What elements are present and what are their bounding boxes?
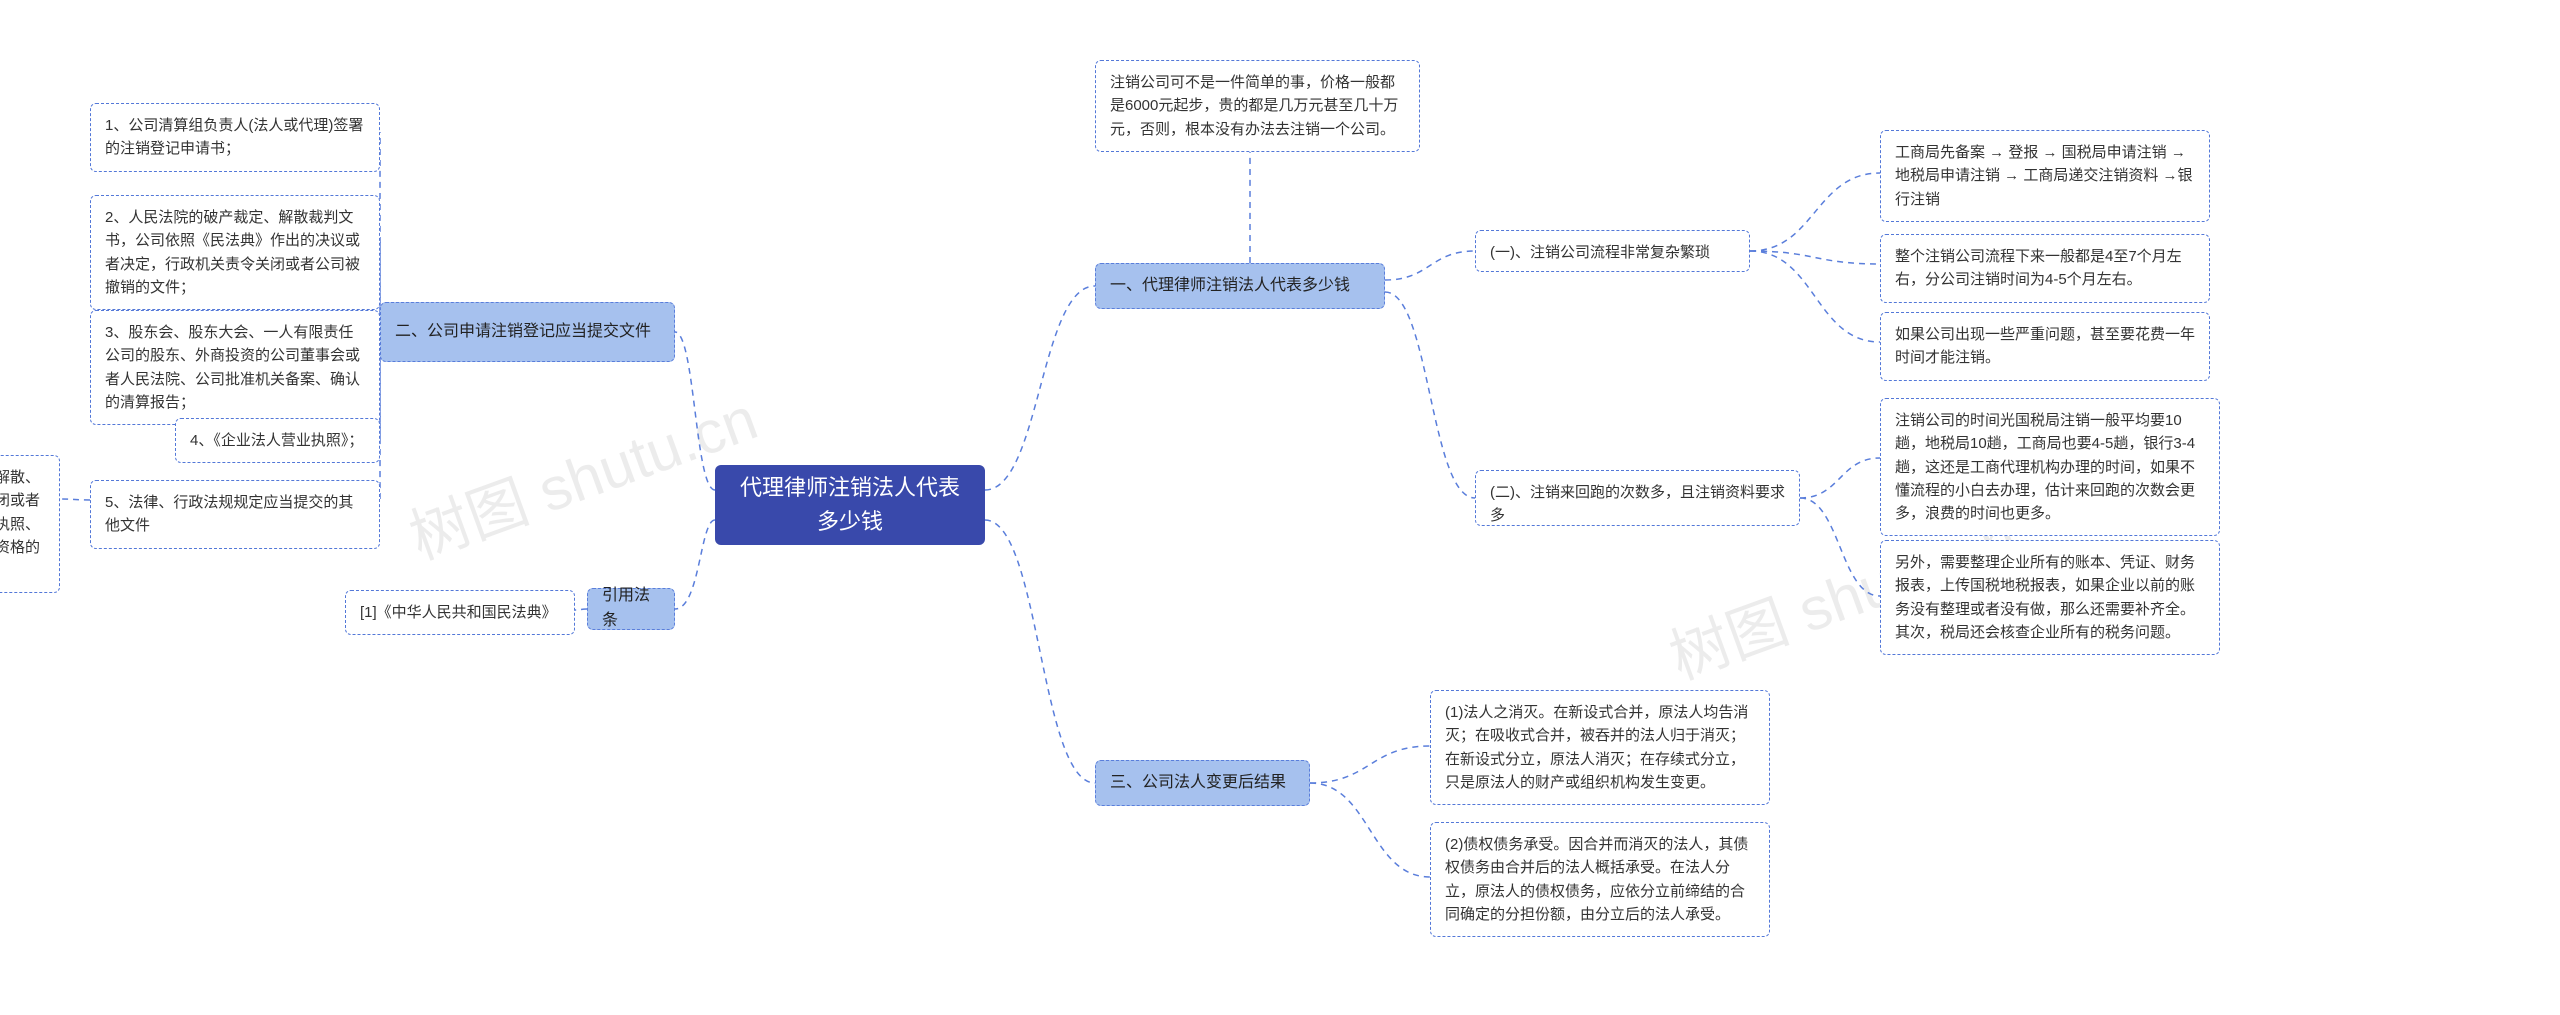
leaf-node: 3、股东会、股东大会、一人有限责任公司的股东、外商投资的公司董事会或者人民法院、…: [90, 310, 380, 425]
branch-node: 引用法条: [587, 588, 675, 630]
leaf-node: 如果公司出现一些严重问题，甚至要花费一年时间才能注销。: [1880, 312, 2210, 381]
leaf-node: 4、《企业法人营业执照》；: [175, 418, 380, 463]
branch-node: 一、代理律师注销法人代表多少钱: [1095, 263, 1385, 309]
leaf-node: 公司注销登记是指登记机关依法对因解散、歇业、被撤销、宣告破产、被责令关闭或者其他…: [0, 455, 60, 593]
watermark: 树图 shutu.cn: [396, 370, 767, 576]
leaf-node: [1]《中华人民共和国民法典》: [345, 590, 575, 635]
leaf-node: 工商局先备案 → 登报 → 国税局申请注销 → 地税局申请注销 → 工商局递交注…: [1880, 130, 2210, 222]
sub-node: (二)、注销来回跑的次数多，且注销资料要求多: [1475, 470, 1800, 526]
branch-node: 三、公司法人变更后结果: [1095, 760, 1310, 806]
branch-node: 二、公司申请注销登记应当提交文件: [380, 302, 675, 362]
leaf-node: 整个注销公司流程下来一般都是4至7个月左右，分公司注销时间为4-5个月左右。: [1880, 234, 2210, 303]
mindmap-root: 代理律师注销法人代表多少钱: [715, 465, 985, 545]
leaf-node: 另外，需要整理企业所有的账本、凭证、财务报表，上传国税地税报表，如果企业以前的账…: [1880, 540, 2220, 655]
sub-node: (一)、注销公司流程非常复杂繁琐: [1475, 230, 1750, 272]
leaf-node: 2、人民法院的破产裁定、解散裁判文书，公司依照《民法典》作出的决议或者决定，行政…: [90, 195, 380, 310]
leaf-node: (1)法人之消灭。在新设式合并，原法人均告消灭；在吸收式合并，被吞并的法人归于消…: [1430, 690, 1770, 805]
leaf-node: (2)债权债务承受。因合并而消灭的法人，其债权债务由合并后的法人概括承受。在法人…: [1430, 822, 1770, 937]
leaf-node: 1、公司清算组负责人(法人或代理)签署的注销登记申请书；: [90, 103, 380, 172]
leaf-node: 注销公司的时间光国税局注销一般平均要10趟，地税局10趟，工商局也要4-5趟，银…: [1880, 398, 2220, 536]
leaf-node: 5、法律、行政法规规定应当提交的其他文件: [90, 480, 380, 549]
leaf-node: 注销公司可不是一件简单的事，价格一般都是6000元起步，贵的都是几万元甚至几十万…: [1095, 60, 1420, 152]
